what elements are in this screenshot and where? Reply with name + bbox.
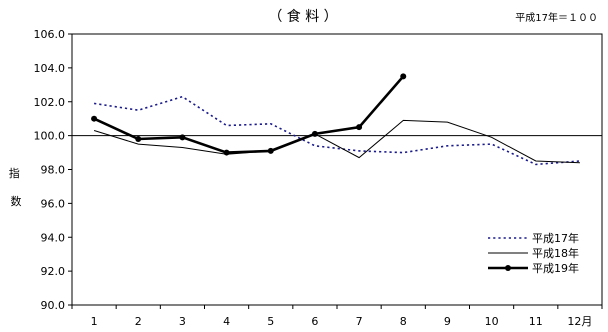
x-tick-label: 8	[400, 315, 407, 328]
x-tick-label: 3	[179, 315, 186, 328]
legend-label-1: 平成17年	[532, 231, 579, 245]
legend-label-3: 平成19年	[532, 261, 579, 275]
x-tick-label: 1	[91, 315, 98, 328]
series-line-2	[93, 119, 580, 164]
y-tick-label: 106.0	[34, 28, 66, 41]
data-point	[267, 147, 274, 154]
y-tick-label: 92.0	[41, 265, 66, 278]
y-tick-label: 104.0	[34, 62, 66, 75]
data-point	[356, 124, 363, 131]
y-tick-label: 90.0	[41, 299, 66, 312]
legend-label-2: 平成18年	[532, 246, 579, 260]
x-tick-label: 11	[529, 315, 543, 328]
x-tick-label: 7	[356, 315, 363, 328]
x-tick-label: 12月	[567, 315, 592, 328]
data-point	[311, 130, 318, 137]
y-tick-label: 102.0	[34, 96, 66, 109]
x-tick-label: 10	[485, 315, 499, 328]
x-tick-label: 6	[311, 315, 318, 328]
data-point	[135, 136, 142, 143]
data-point	[223, 149, 230, 156]
chart-title: （ 食 料 ）	[268, 8, 337, 25]
series-line-1	[93, 95, 580, 166]
y-tick-label: 96.0	[41, 197, 66, 210]
x-tick-label: 4	[223, 315, 230, 328]
y-axis-title: 指 数	[9, 166, 24, 208]
plot-area-frame	[71, 33, 603, 306]
legend-marker	[505, 265, 511, 271]
y-tick-label: 100.0	[34, 130, 66, 143]
y-tick-label: 94.0	[41, 231, 66, 244]
data-point	[179, 134, 186, 141]
x-tick-label: 2	[135, 315, 142, 328]
x-tick-label: 5	[267, 315, 274, 328]
data-point	[400, 73, 407, 80]
x-tick-label: 9	[444, 315, 451, 328]
series-line-3	[93, 75, 405, 154]
data-point	[91, 115, 98, 122]
y-tick-label: 98.0	[41, 164, 66, 177]
base-note: 平成17年＝１００	[515, 11, 598, 24]
